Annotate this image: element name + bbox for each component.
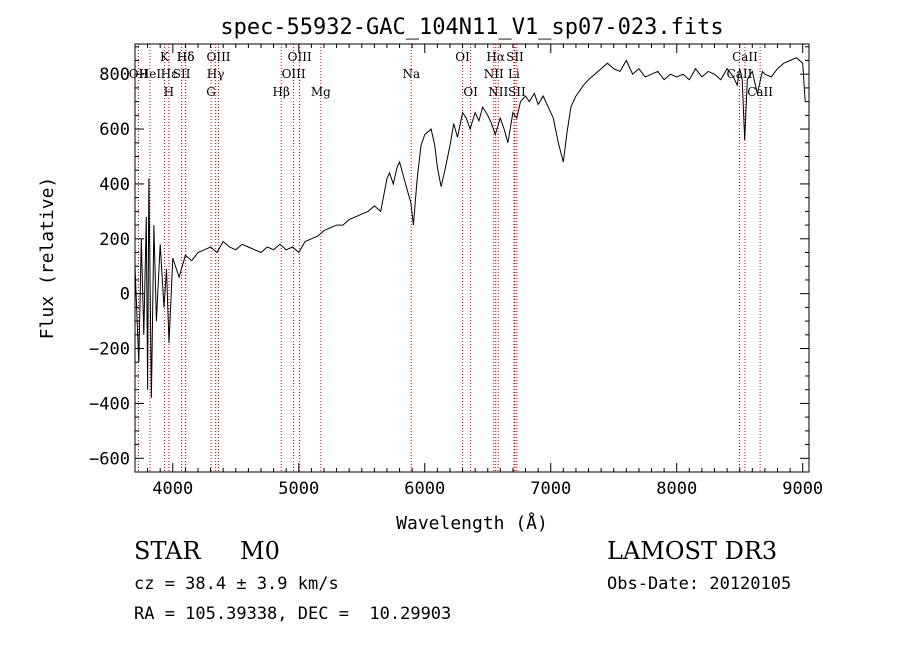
line-label: SII: [173, 67, 191, 81]
line-label: G: [206, 85, 216, 99]
line-label: OIII: [206, 50, 230, 64]
y-tick-label: −600: [89, 449, 130, 469]
x-tick-label: 8000: [656, 479, 697, 499]
spectrum-line: [134, 57, 806, 398]
line-label: Hδ: [177, 50, 195, 64]
survey-name: LAMOST DR3: [607, 537, 778, 565]
object-subclass: M0: [240, 537, 280, 565]
line-label: CaII: [727, 67, 753, 81]
object-class: STAR: [134, 537, 201, 565]
line-label: OI: [455, 50, 470, 64]
x-axis-label: Wavelength (Å): [396, 512, 548, 534]
axis-ticks: 4000 5000 6000 7000 8000 9000 −600 −400 −200 0 200…: [89, 44, 823, 499]
line-label: H: [164, 85, 174, 99]
coordinates: RA = 105.39338, DEC = 10.29903: [134, 604, 452, 624]
line-label: CaII: [732, 50, 758, 64]
line-label: Hγ: [207, 67, 225, 81]
line-label: Hε: [161, 67, 178, 81]
line-label: Hδ: [177, 50, 195, 64]
observation-date: Obs-Date: 20120105: [607, 574, 792, 594]
x-tick-label: 4000: [152, 479, 193, 499]
y-tick-label: 400: [99, 175, 130, 195]
plot-frame: [134, 43, 810, 473]
line-label: Li: [508, 67, 520, 81]
line-label: Na: [402, 67, 420, 81]
y-tick-label: −200: [89, 340, 130, 360]
x-tick-label: 7000: [530, 479, 571, 499]
y-axis-label: Flux (relative): [37, 177, 58, 340]
line-label: HeI: [139, 67, 162, 81]
y-tick-label: −400: [89, 394, 130, 414]
line-label: K: [160, 50, 170, 64]
line-label: OII: [129, 67, 149, 81]
redshift-velocity: cz = 38.4 ± 3.9 km/s: [134, 574, 339, 594]
line-label: CaII: [747, 85, 773, 99]
y-tick-label: 0: [120, 285, 130, 305]
y-tick-label: 800: [99, 65, 130, 85]
x-tick-label: 6000: [404, 479, 445, 499]
line-label: Hβ: [273, 85, 290, 99]
line-label: OIII: [288, 50, 312, 64]
line-label: Mg: [311, 85, 331, 99]
line-label: OI: [463, 85, 478, 99]
line-label: OIII: [282, 67, 306, 81]
x-tick-label: 9000: [782, 479, 823, 499]
line-label: SII: [508, 85, 526, 99]
line-label: Hα: [486, 50, 505, 64]
line-label: NII: [488, 85, 508, 99]
y-tick-label: 600: [99, 120, 130, 140]
x-tick-label: 5000: [278, 479, 319, 499]
line-markers: [137, 44, 761, 472]
y-tick-label: 200: [99, 230, 130, 250]
chart-title: spec-55932-GAC_104N11_V1_sp07-023.fits: [220, 15, 723, 40]
line-label: NII: [484, 67, 504, 81]
line-label: SII: [506, 50, 524, 64]
